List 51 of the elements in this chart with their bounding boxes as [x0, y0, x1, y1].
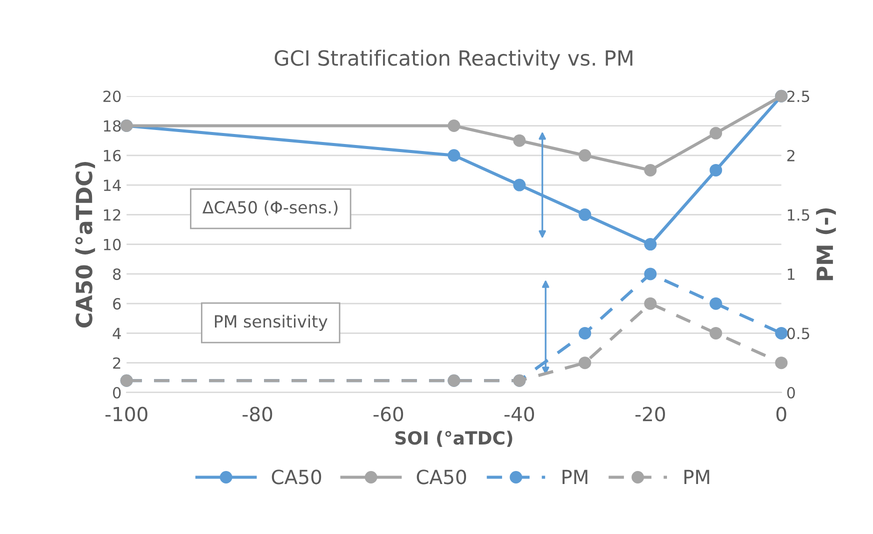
point: [448, 149, 460, 162]
chart-title: GCI Stratification Reactivity vs. PM: [274, 50, 632, 70]
point: [578, 208, 592, 221]
point: [448, 120, 460, 132]
y-tick-label: 6: [113, 298, 121, 310]
y2-axis-title: PM (-): [816, 208, 836, 280]
x-tick-label: -80: [242, 406, 272, 422]
y-tick-label: 16: [104, 150, 121, 162]
y-tick-label: 20: [103, 90, 121, 102]
point: [710, 326, 722, 340]
x-tick-label: -60: [374, 406, 404, 422]
y2-tick-label: 2.5: [787, 90, 810, 102]
y-tick-label: 18: [104, 120, 121, 132]
y-tick-label: 0: [113, 386, 121, 399]
point: [644, 268, 657, 280]
legend-label: CA50: [416, 470, 466, 484]
y-tick-label: 14: [104, 180, 121, 191]
point: [644, 297, 657, 310]
point: [710, 126, 722, 140]
y2-tick-label: 1.5: [788, 209, 810, 221]
point: [513, 178, 526, 192]
point: [710, 164, 722, 176]
x-tick-label: 0: [776, 406, 786, 422]
point: [644, 238, 657, 251]
point: [578, 149, 592, 162]
y-tick-label: 4: [112, 328, 121, 340]
legend-label: PM: [684, 470, 710, 484]
y2-tick-label: 2: [787, 150, 794, 162]
y-tick-label: 8: [113, 268, 121, 280]
annotation: ΔCA50 (Φ-sens.): [202, 200, 338, 216]
y2-tick-label: 0.5: [787, 328, 810, 340]
y-axis-title: CA50 (°aTDC): [75, 162, 96, 328]
y2-tick-label: 1: [788, 268, 795, 280]
point: [513, 134, 526, 147]
y-tick-label: 10: [104, 238, 121, 250]
x-tick-label: -100: [105, 406, 148, 422]
x-axis-title: SOI (°aTDC): [395, 430, 512, 447]
point: [578, 326, 592, 340]
x-tick-label: -20: [635, 406, 665, 422]
point: [578, 356, 592, 370]
x-tick-label: -40: [504, 406, 534, 422]
y-tick-label: 2: [113, 357, 120, 369]
legend-label: PM: [562, 470, 588, 484]
y-tick-label: 12: [104, 209, 120, 220]
point: [775, 356, 788, 370]
annotation: PM sensitivity: [214, 314, 328, 331]
point: [775, 326, 788, 340]
point: [710, 297, 722, 310]
y2-tick-label: 0: [787, 386, 795, 399]
point: [644, 164, 657, 176]
legend-label: CA50: [272, 470, 322, 484]
